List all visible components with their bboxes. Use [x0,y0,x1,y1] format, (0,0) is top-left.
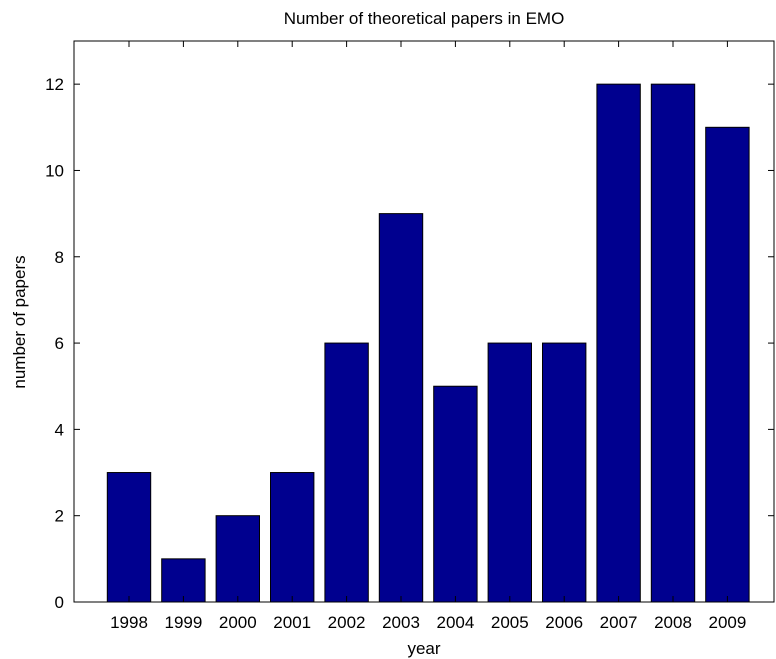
bar-2005 [487,342,533,603]
x-tick-label: 2009 [708,613,746,632]
bar-2006 [542,342,587,603]
bar-2001 [270,472,315,603]
bar-2009 [705,126,750,603]
y-tick-label: 8 [55,248,64,267]
y-axis-label: number of papers [10,255,29,388]
x-tick-label: 2008 [654,613,692,632]
bar-2008 [650,83,696,603]
x-tick-label: 2001 [273,613,311,632]
x-tick-label: 2005 [491,613,529,632]
y-tick-label: 12 [45,75,64,94]
y-tick-label: 0 [55,593,64,612]
x-tick-label: 1998 [110,613,148,632]
x-tick-label: 2006 [545,613,583,632]
bar-2002 [324,342,369,603]
y-tick-label: 6 [55,334,64,353]
x-tick-label: 2003 [382,613,420,632]
bar-2003 [378,213,424,603]
bar-2000 [215,515,261,603]
x-tick-label: 2002 [328,613,366,632]
bar-1999 [161,558,206,603]
x-tick-label: 2007 [600,613,638,632]
x-tick-label: 2000 [219,613,257,632]
x-axis-label: year [407,639,440,658]
x-tick-label: 2004 [436,613,474,632]
y-tick-label: 4 [55,420,64,439]
plot-area: 1998 1999 2000 2001 2002 2003 2004 2005 2006 2007… [45,40,775,632]
chart-title: Number of theoretical papers in EMO [284,9,565,28]
x-tick-label: 1999 [164,613,202,632]
y-tick-label: 10 [45,161,64,180]
y-tick-label: 2 [55,507,64,526]
bar-1998 [106,472,152,603]
bar-2007 [596,83,641,603]
bar-2004 [433,385,478,603]
plot-frame [73,40,775,603]
